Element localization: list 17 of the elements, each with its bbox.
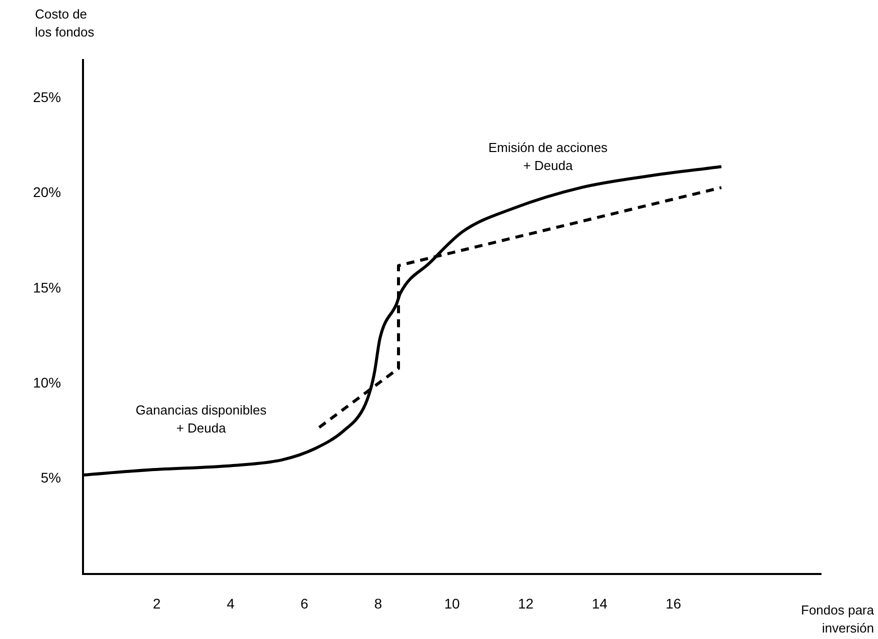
x-tick-label: 14: [592, 595, 608, 612]
x-tick-label: 6: [300, 595, 308, 612]
x-tick-label: 10: [444, 595, 460, 612]
x-axis-title: Fondos para inversión: [801, 602, 875, 636]
x-tick-label: 8: [374, 595, 382, 612]
x-tick-label: 16: [666, 595, 682, 612]
y-tick-label: 15%: [32, 279, 61, 296]
annotation: Ganancias disponibles + Deuda: [136, 402, 267, 436]
annotation: Emisión de acciones + Deuda: [488, 140, 608, 174]
x-tick-label: 4: [226, 595, 235, 612]
x-tick-label: 2: [152, 595, 161, 612]
y-tick-label: 5%: [40, 470, 61, 486]
y-axis-title: Costo de los fondos: [35, 6, 95, 40]
x-tick-label: 12: [518, 595, 534, 612]
y-tick-label: 20%: [32, 184, 61, 200]
y-tick-label: 25%: [32, 88, 61, 105]
y-tick-label: 10%: [32, 374, 61, 390]
